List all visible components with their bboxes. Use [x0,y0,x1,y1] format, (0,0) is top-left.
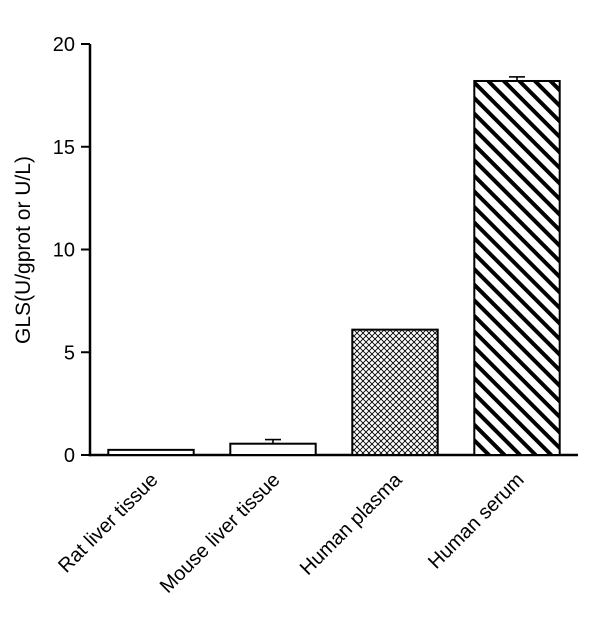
y-tick-label: 15 [53,137,75,159]
bar [229,442,317,457]
x-axis-label: Human plasma [296,468,407,579]
bar [473,79,561,457]
x-axis-label: Human serum [424,469,528,573]
bar [351,328,439,456]
y-tick-label: 10 [53,240,75,262]
bar [107,448,195,456]
x-axis-label: Rat liver tissue [54,469,162,577]
y-tick-label: 0 [64,445,75,467]
y-tick-label: 5 [64,342,75,364]
y-tick-label: 20 [53,34,75,56]
x-axis-label: Mouse liver tissue [156,469,285,598]
y-axis-title: GLS(U/gprot or U/L) [12,156,35,344]
